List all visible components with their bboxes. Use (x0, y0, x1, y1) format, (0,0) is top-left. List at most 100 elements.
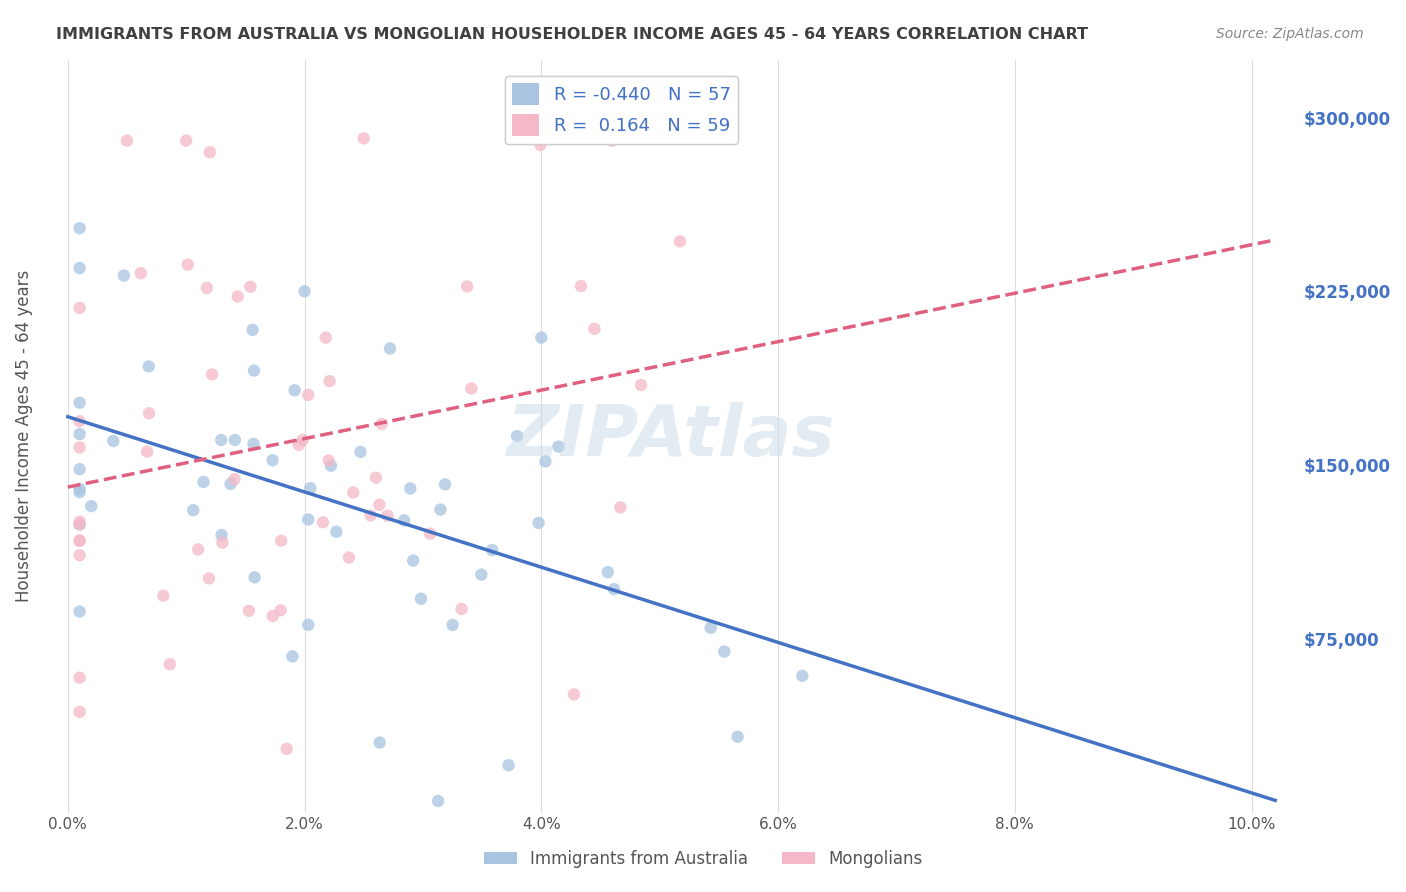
Immigrants from Australia (699, 621, 721, 635)
Mongolians (69, 517, 91, 532)
Immigrants from Australia (534, 454, 557, 468)
Immigrants from Australia (378, 342, 401, 356)
Mongolians (315, 331, 337, 345)
Mongolians (368, 498, 391, 512)
Mongolians (69, 414, 91, 428)
Immigrants from Australia (547, 440, 569, 454)
Immigrants from Australia (527, 516, 550, 530)
Mongolians (583, 322, 606, 336)
Mongolians (569, 279, 592, 293)
Immigrants from Australia (299, 481, 322, 495)
Immigrants from Australia (441, 618, 464, 632)
Mongolians (312, 516, 335, 530)
Immigrants from Australia (69, 395, 91, 409)
Mongolians (195, 281, 218, 295)
Mongolians (159, 657, 181, 672)
Mongolians (226, 289, 249, 303)
Immigrants from Australia (394, 513, 416, 527)
Mongolians (129, 266, 152, 280)
Mongolians (318, 453, 340, 467)
Mongolians (224, 472, 246, 486)
Mongolians (450, 602, 472, 616)
Mongolians (460, 382, 482, 396)
Mongolians (69, 533, 91, 548)
Mongolians (198, 571, 221, 585)
Mongolians (342, 485, 364, 500)
Mongolians (456, 279, 478, 293)
Mongolians (370, 417, 392, 431)
Immigrants from Australia (242, 323, 264, 337)
Mongolians (238, 604, 260, 618)
Immigrants from Australia (138, 359, 160, 374)
Mongolians (377, 508, 399, 523)
Mongolians (318, 374, 340, 388)
Immigrants from Australia (319, 458, 342, 473)
Text: Source: ZipAtlas.com: Source: ZipAtlas.com (1216, 27, 1364, 41)
Mongolians (270, 603, 292, 617)
Immigrants from Australia (224, 433, 246, 447)
Mongolians (69, 533, 91, 548)
Mongolians (136, 444, 159, 458)
Mongolians (69, 515, 91, 529)
Immigrants from Australia (219, 477, 242, 491)
Immigrants from Australia (713, 644, 735, 658)
Mongolians (138, 406, 160, 420)
Mongolians (609, 500, 631, 515)
Immigrants from Australia (262, 453, 284, 467)
Mongolians (419, 526, 441, 541)
Immigrants from Australia (103, 434, 125, 448)
Mongolians (174, 134, 197, 148)
Mongolians (297, 388, 319, 402)
Immigrants from Australia (402, 553, 425, 567)
Immigrants from Australia (297, 512, 319, 526)
Immigrants from Australia (368, 735, 391, 749)
Immigrants from Australia (399, 482, 422, 496)
Mongolians (262, 608, 284, 623)
Immigrants from Australia (284, 384, 307, 398)
Mongolians (360, 508, 382, 523)
Mongolians (152, 589, 174, 603)
Mongolians (562, 687, 585, 701)
Immigrants from Australia (427, 794, 450, 808)
Immigrants from Australia (530, 330, 553, 344)
Mongolians (337, 550, 360, 565)
Mongolians (353, 131, 375, 145)
Immigrants from Australia (596, 565, 619, 579)
Immigrants from Australia (481, 543, 503, 558)
Mongolians (276, 742, 298, 756)
Immigrants from Australia (69, 485, 91, 500)
Immigrants from Australia (181, 503, 204, 517)
Mongolians (600, 134, 623, 148)
Immigrants from Australia (112, 268, 135, 283)
Mongolians (630, 378, 652, 392)
Text: ZIPAtlas: ZIPAtlas (508, 401, 835, 471)
Mongolians (69, 671, 91, 685)
Mongolians (69, 705, 91, 719)
Immigrants from Australia (69, 462, 91, 476)
Mongolians (187, 542, 209, 557)
Immigrants from Australia (242, 437, 264, 451)
Immigrants from Australia (69, 221, 91, 235)
Immigrants from Australia (325, 524, 347, 539)
Immigrants from Australia (69, 605, 91, 619)
Mongolians (198, 145, 221, 160)
Mongolians (291, 433, 314, 447)
Mongolians (270, 533, 292, 548)
Immigrants from Australia (69, 517, 91, 532)
Mongolians (529, 138, 551, 153)
Text: IMMIGRANTS FROM AUSTRALIA VS MONGOLIAN HOUSEHOLDER INCOME AGES 45 - 64 YEARS COR: IMMIGRANTS FROM AUSTRALIA VS MONGOLIAN H… (56, 27, 1088, 42)
Mongolians (177, 258, 200, 272)
Immigrants from Australia (429, 502, 451, 516)
Mongolians (115, 134, 138, 148)
Mongolians (69, 441, 91, 455)
Immigrants from Australia (792, 669, 814, 683)
Immigrants from Australia (69, 261, 91, 276)
Immigrants from Australia (243, 570, 266, 584)
Immigrants from Australia (297, 617, 319, 632)
Legend: R = -0.440   N = 57, R =  0.164   N = 59: R = -0.440 N = 57, R = 0.164 N = 59 (505, 76, 738, 144)
Mongolians (239, 279, 262, 293)
Mongolians (288, 438, 311, 452)
Immigrants from Australia (434, 477, 457, 491)
Immigrants from Australia (470, 567, 492, 582)
Mongolians (69, 548, 91, 562)
